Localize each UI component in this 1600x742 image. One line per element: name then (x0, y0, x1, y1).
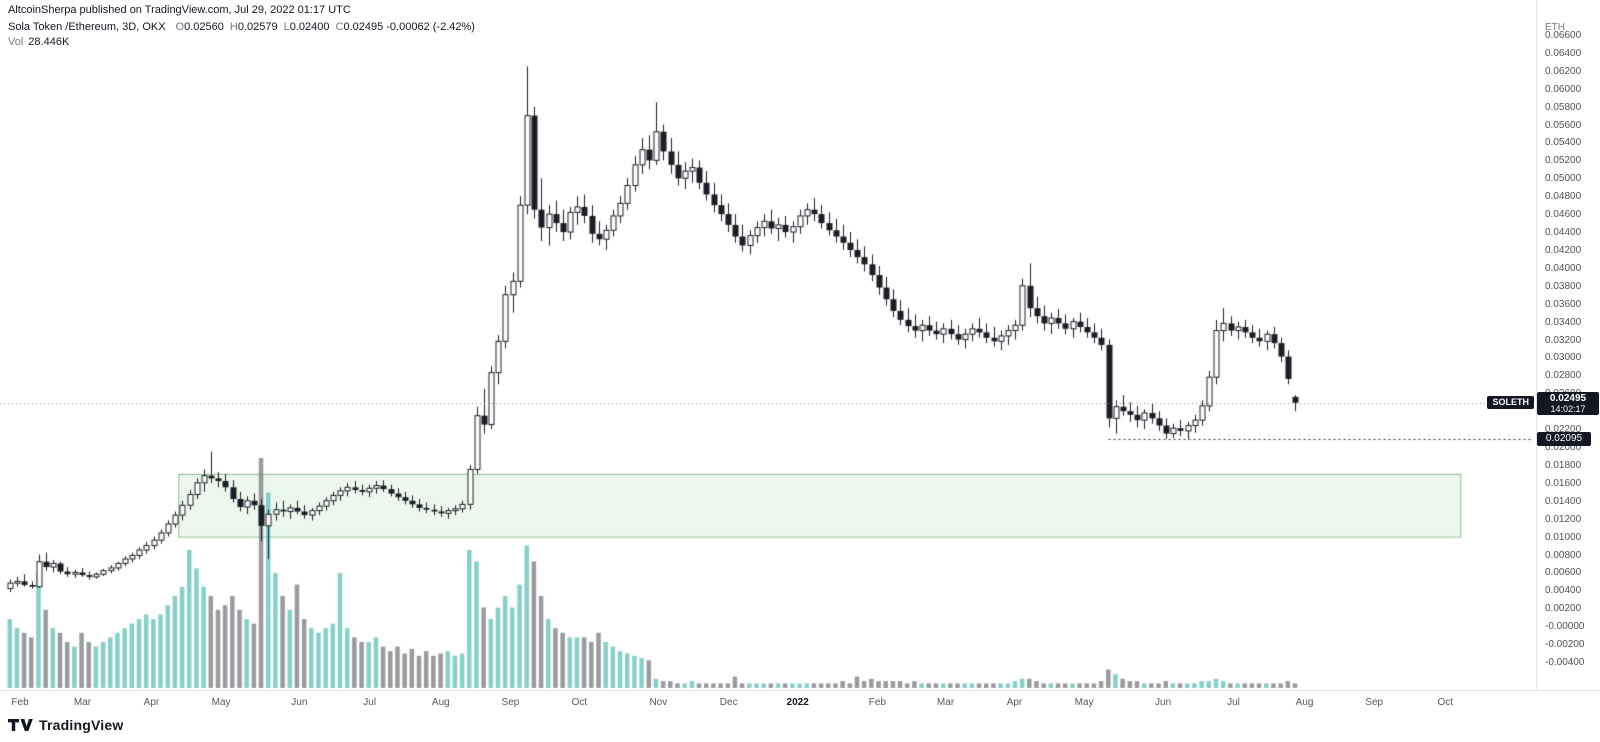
time-tick: Aug (431, 697, 450, 708)
time-tick: Mar (73, 697, 92, 708)
attribution-text: AltcoinSherpa published on TradingView.c… (8, 4, 351, 16)
current-price-badge: 0.02495 14:02:17 (1537, 391, 1599, 415)
close-label: C (335, 21, 344, 33)
time-tick: Jun (1155, 697, 1172, 708)
marked-level-badge: 0.02095 (1537, 431, 1591, 446)
time-tick: Jul (1227, 697, 1240, 708)
price-tick: 0.05600 (1545, 119, 1582, 131)
price-tick: 0.02800 (1545, 370, 1582, 382)
time-tick: Mar (936, 697, 955, 708)
price-tick: -0.00200 (1545, 639, 1585, 651)
low-value: 0.02400 (289, 21, 330, 33)
high-label: H (229, 21, 238, 33)
time-tick: Apr (143, 697, 160, 708)
price-tick: 0.02000 (1545, 442, 1582, 454)
price-tick: 0.03800 (1545, 280, 1582, 292)
close-value: 0.02495 (343, 21, 384, 33)
price-tick: 0.01000 (1545, 531, 1582, 543)
price-tick: 0.04800 (1545, 191, 1582, 203)
symbol-description[interactable]: Sola Token /Ethereum, 3D, OKX (8, 21, 166, 33)
time-tick: Oct (571, 697, 588, 708)
price-tick: -0.00400 (1545, 656, 1585, 668)
price-tick: 0.00400 (1545, 585, 1582, 597)
price-tick: 0.00200 (1545, 603, 1582, 615)
price-tick: 0.04400 (1545, 227, 1582, 239)
price-tick: 0.01600 (1545, 477, 1582, 489)
time-tick: May (1074, 697, 1094, 708)
time-tick: Sep (1365, 697, 1384, 708)
time-tick: Feb (11, 697, 29, 708)
price-tick: 0.04200 (1545, 244, 1582, 256)
high-value: 0.02579 (237, 21, 278, 33)
price-tick: 0.03600 (1545, 298, 1582, 310)
time-axis[interactable]: Feb Mar Apr May Jun Jul Aug Sep Oct Nov Dec 2022 Feb… (0, 690, 1600, 716)
price-tick: 0.06600 (1545, 30, 1582, 41)
open-label: O (175, 21, 185, 33)
price-tick: 0.03200 (1545, 334, 1582, 346)
time-tick: Jul (363, 697, 377, 708)
time-tick: May (211, 697, 231, 708)
low-label: L (283, 21, 290, 33)
bar-close-countdown: 14:02:17 (1550, 403, 1586, 414)
price-tick: 0.01800 (1545, 459, 1582, 471)
open-value: 0.02560 (184, 21, 224, 33)
price-tick: 0.01400 (1545, 495, 1582, 507)
price-tick: 0.00600 (1545, 567, 1582, 579)
time-tick: Sep (501, 697, 520, 708)
current-price-value: 0.02495 (1549, 392, 1587, 404)
price-tick: 0.03000 (1545, 352, 1582, 364)
price-tick: 0.01200 (1545, 513, 1582, 525)
price-tick: 0.02200 (1545, 424, 1582, 436)
footer: TradingView (8, 717, 123, 733)
time-tick: 2022 (786, 697, 809, 708)
time-tick: Apr (1006, 697, 1023, 708)
tradingview-logo[interactable]: TradingView (8, 717, 123, 733)
tradingview-logo-text: TradingView (39, 717, 124, 733)
time-tick: Nov (649, 697, 668, 708)
time-tick: Oct (1437, 697, 1454, 708)
price-tick: -0.00000 (1545, 621, 1585, 633)
price-tick: 0.04600 (1545, 209, 1582, 221)
price-tick: 0.06200 (1545, 65, 1582, 77)
price-chart-canvas[interactable] (0, 0, 1536, 692)
time-tick: Jun (291, 697, 308, 708)
volume-indicator-legend[interactable]: Vol 28.446K (8, 36, 69, 48)
time-tick: Aug (1295, 697, 1314, 708)
change-value: -0.00062 (-2.42%) (386, 21, 475, 33)
price-tick: 0.06400 (1545, 47, 1582, 59)
volume-value: 28.446K (28, 36, 70, 48)
axis-currency-label: ETH (1545, 22, 1565, 33)
price-tick: 0.03400 (1545, 316, 1582, 328)
tradingview-logo-icon (8, 719, 33, 731)
time-tick: Feb (868, 697, 886, 708)
price-tick: 0.05400 (1545, 137, 1582, 149)
price-tick: 0.04000 (1545, 262, 1582, 274)
price-tick: 0.05000 (1545, 173, 1582, 185)
time-tick: Dec (719, 697, 738, 708)
price-tick: 0.05800 (1545, 101, 1582, 113)
price-tick: 0.06000 (1545, 83, 1582, 95)
symbol-price-flag[interactable]: SOLETH (1487, 395, 1534, 409)
volume-label: Vol (8, 36, 24, 48)
price-tick: 0.00800 (1545, 549, 1582, 561)
price-axis[interactable]: ETH 0.06600 0.06400 0.06200 0.06000 0.05800 0… (1536, 0, 1600, 690)
chart-legend[interactable]: Sola Token /Ethereum, 3D, OKX O0.02560 H0.… (8, 21, 475, 33)
price-tick: 0.05200 (1545, 155, 1582, 167)
